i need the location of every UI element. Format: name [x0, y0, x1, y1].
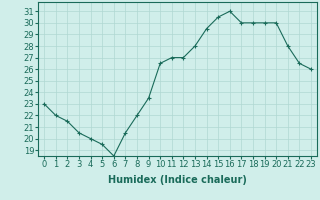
X-axis label: Humidex (Indice chaleur): Humidex (Indice chaleur): [108, 175, 247, 185]
